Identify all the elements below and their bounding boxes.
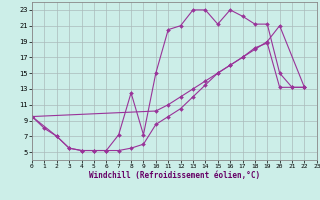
X-axis label: Windchill (Refroidissement éolien,°C): Windchill (Refroidissement éolien,°C)	[89, 171, 260, 180]
